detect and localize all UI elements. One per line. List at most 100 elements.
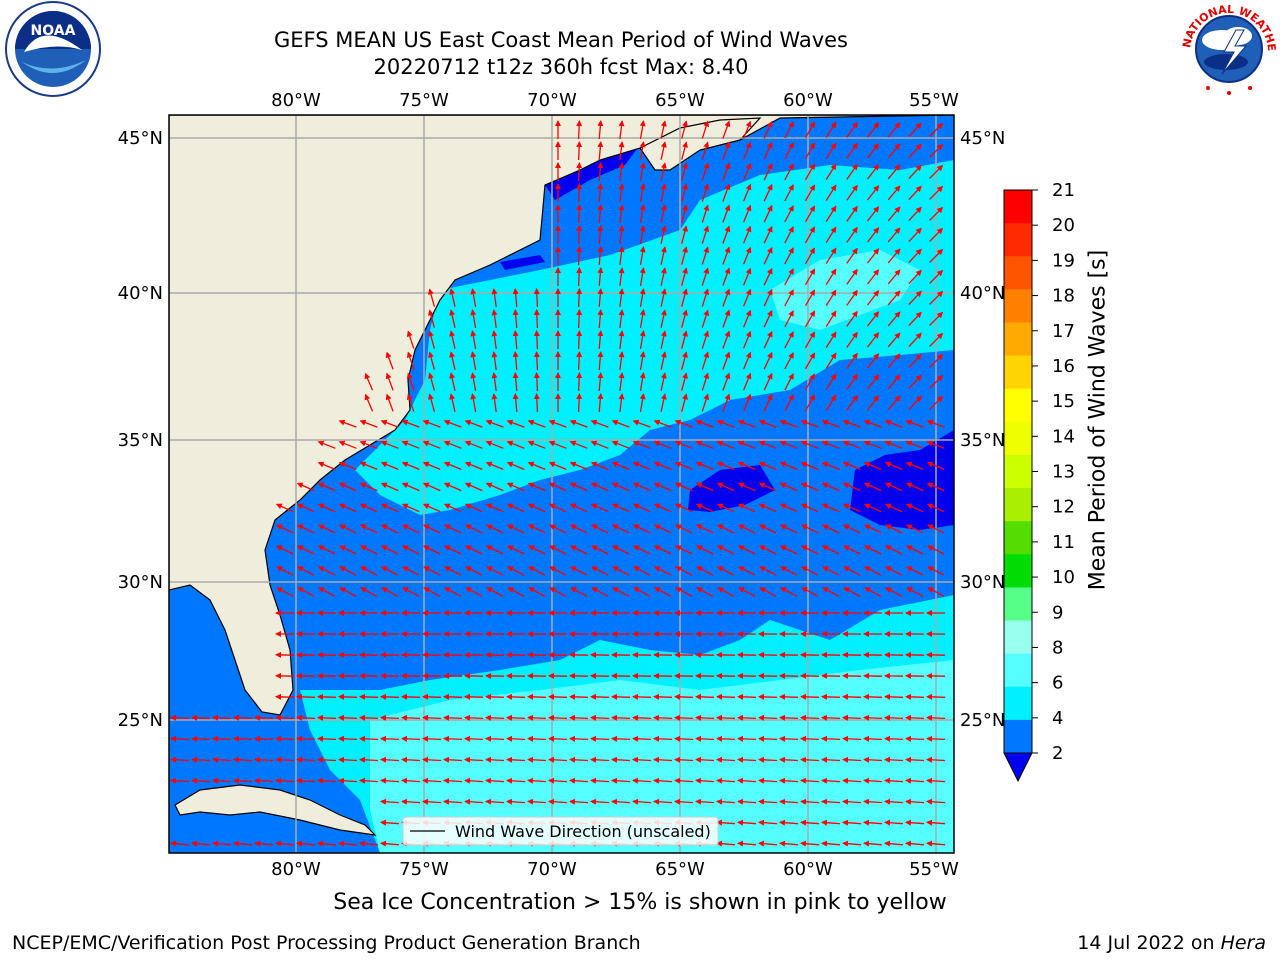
wave-direction-arrow (338, 840, 358, 847)
wave-direction-arrow (618, 393, 625, 412)
wave-direction-arrow (885, 566, 903, 576)
wave-direction-arrow (701, 225, 710, 244)
wave-direction-arrow (784, 394, 794, 412)
wave-direction-arrow (804, 184, 816, 202)
wave-direction-arrow (801, 545, 819, 555)
wave-direction-arrow (758, 524, 777, 534)
wave-direction-arrow (825, 142, 837, 159)
wave-direction-arrow (763, 267, 773, 286)
wave-direction-arrow (681, 351, 688, 370)
wave-direction-arrow (338, 419, 357, 428)
wave-direction-arrow (825, 247, 837, 264)
wave-direction-arrow (866, 164, 880, 180)
wave-direction-arrow (843, 545, 861, 555)
wave-direction-arrow (842, 777, 862, 784)
wave-direction-arrow (380, 819, 400, 826)
wave-direction-arrow (506, 735, 526, 742)
wave-direction-arrow (527, 693, 547, 700)
footer-date: 14 Jul 2022 on (1077, 932, 1221, 954)
wave-direction-arrow (866, 269, 880, 285)
wave-direction-arrow (742, 330, 752, 349)
wave-direction-arrow (569, 714, 589, 721)
wave-direction-arrow (908, 206, 922, 222)
colorbar-segment (1004, 488, 1032, 522)
wave-direction-arrow (758, 714, 778, 721)
wave-direction-arrow (527, 482, 546, 492)
wave-direction-arrow (887, 332, 901, 348)
wave-direction-arrow (464, 714, 484, 721)
wave-direction-arrow (905, 524, 924, 534)
wave-direction-arrow (533, 288, 540, 308)
wave-direction-arrow (780, 587, 798, 597)
wave-direction-arrow (722, 162, 731, 181)
wave-direction-arrow (506, 482, 525, 492)
wave-direction-arrow (443, 440, 462, 449)
wave-direction-arrow (800, 503, 819, 513)
colorbar-segment (1004, 454, 1032, 489)
wave-direction-arrow (926, 503, 945, 513)
wave-direction-arrow (590, 461, 609, 471)
wave-direction-arrow (908, 185, 922, 201)
wave-direction-arrow (611, 419, 630, 428)
wave-direction-arrow (763, 330, 773, 349)
wave-direction-arrow (444, 566, 462, 576)
wave-direction-arrow (506, 693, 526, 700)
wave-direction-arrow (908, 395, 922, 411)
wave-direction-arrow (512, 372, 519, 392)
wave-direction-arrow (884, 440, 903, 449)
wave-direction-arrow (618, 162, 625, 181)
wave-direction-arrow (695, 419, 714, 428)
wave-direction-arrow (359, 693, 379, 700)
wave-direction-arrow (233, 840, 253, 847)
wave-direction-arrow (696, 566, 714, 576)
wave-direction-arrow (763, 141, 773, 160)
wave-direction-arrow (611, 482, 630, 492)
wave-direction-arrow (422, 461, 441, 471)
wave-direction-arrow (317, 693, 337, 700)
wave-direction-arrow (660, 120, 667, 139)
lat-tick-right-5: 25°N (960, 710, 1005, 731)
wave-direction-arrow (884, 756, 904, 763)
wave-direction-arrow (800, 693, 820, 700)
wave-direction-arrow (254, 735, 274, 742)
wave-direction-arrow (929, 122, 944, 137)
wave-direction-arrow (275, 693, 295, 700)
wave-direction-arrow (506, 503, 525, 513)
wave-direction-arrow (695, 482, 714, 492)
wave-direction-arrow (804, 226, 816, 244)
wave-direction-arrow (681, 204, 688, 223)
wave-direction-arrow (866, 374, 880, 390)
wave-direction-arrow (722, 183, 731, 202)
wave-direction-arrow (275, 756, 295, 763)
wave-direction-arrow (681, 141, 688, 160)
wave-direction-arrow (449, 393, 456, 412)
wave-direction-arrow (701, 351, 710, 370)
colorbar: 21 20 19 18 17 16 15 14 13 12 11 10 9 8 6 4 2 (1003, 180, 1075, 783)
colorbar-segment (1004, 289, 1032, 323)
wave-direction-arrow (821, 440, 840, 449)
wave-direction-arrow (569, 440, 588, 449)
wave-direction-arrow (674, 524, 693, 534)
wave-direction-arrow (212, 714, 232, 721)
wave-direction-arrow (722, 330, 731, 349)
wave-direction-arrow (825, 352, 837, 369)
wave-direction-arrow (359, 419, 378, 428)
wave-direction-arrow (675, 587, 693, 597)
wave-direction-arrow (908, 332, 922, 348)
wave-direction-arrow (422, 714, 442, 721)
wave-direction-arrow (804, 163, 816, 181)
wave-direction-arrow (716, 735, 736, 742)
wave-direction-arrow (464, 524, 483, 534)
wave-direction-arrow (443, 503, 462, 513)
wave-direction-arrow (695, 777, 715, 784)
wave-direction-arrow (380, 840, 400, 847)
wave-direction-arrow (612, 545, 630, 555)
wave-direction-arrow (576, 246, 583, 266)
wave-direction-arrow (170, 777, 190, 784)
wave-direction-arrow (653, 524, 672, 534)
wave-direction-arrow (296, 714, 316, 721)
wave-direction-arrow (846, 184, 858, 201)
wave-direction-arrow (339, 587, 357, 597)
wave-direction-arrow (906, 566, 924, 576)
